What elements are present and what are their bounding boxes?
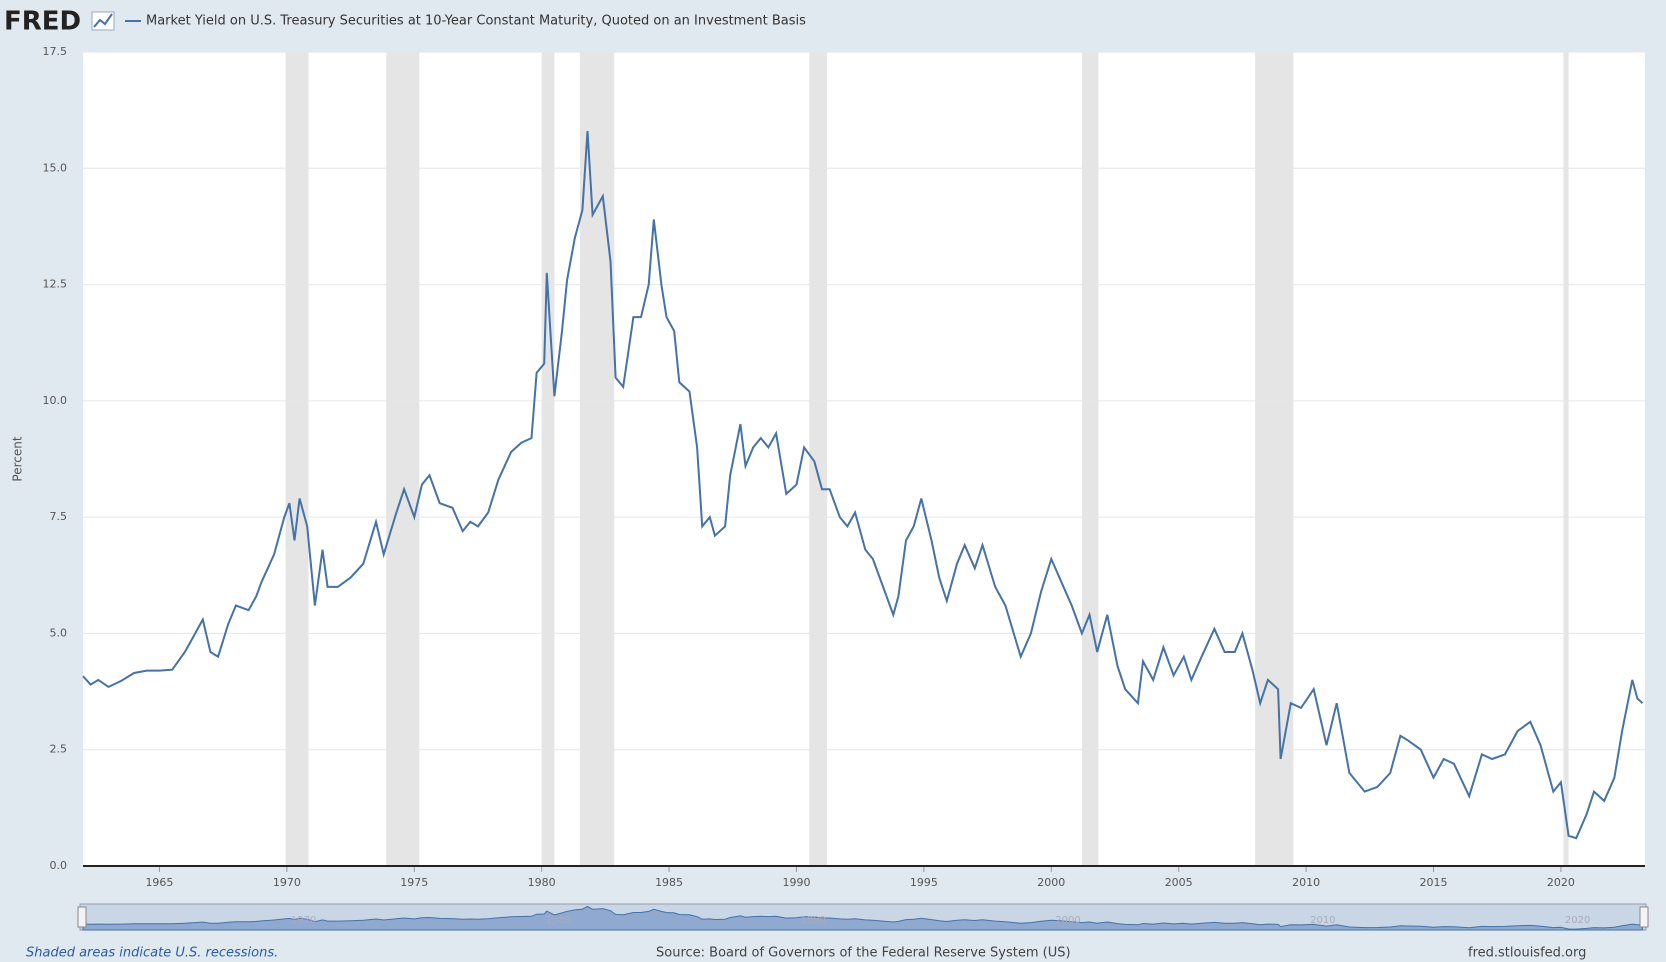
plot-area [83, 52, 1645, 866]
x-tick-label: 1965 [145, 876, 173, 889]
recession-note: Shaded areas indicate U.S. recessions. [26, 946, 278, 961]
y-tick-label: 0.0 [50, 859, 68, 872]
logo-icon [91, 11, 115, 31]
navigator-tick-label: 2020 [1565, 915, 1590, 926]
x-tick-label: 2000 [1037, 876, 1065, 889]
x-tick-label: 1985 [655, 876, 683, 889]
recession-band [579, 52, 615, 866]
x-tick-label: 1970 [273, 876, 301, 889]
series-line [82, 131, 1644, 840]
recession-band [1563, 52, 1569, 866]
source: Source: Board of Governors of the Federa… [656, 946, 1071, 961]
navigator-tick-label: 2010 [1310, 915, 1335, 926]
recession-band [285, 52, 309, 866]
recession-band [386, 52, 420, 866]
y-tick-label: 15.0 [43, 161, 68, 174]
recession-band [541, 52, 555, 866]
navigator-tick-label: 1990 [800, 915, 825, 926]
y-tick-label: 5.0 [50, 626, 68, 639]
y-tick-label: 10.0 [43, 394, 68, 407]
recession-band [1255, 52, 1294, 866]
logo: FRED [4, 7, 81, 37]
y-tick-label: 2.5 [50, 743, 68, 756]
x-tick-label: 1980 [528, 876, 556, 889]
navigator-tick-label: 2000 [1055, 915, 1080, 926]
recession-band [1081, 52, 1099, 866]
x-tick-label: 1990 [782, 876, 810, 889]
x-tick-label: 2005 [1165, 876, 1193, 889]
recession-band [809, 52, 828, 866]
site[interactable]: fred.stlouisfed.org [1468, 946, 1586, 961]
x-tick-label: 2020 [1547, 876, 1575, 889]
navigator-tick-label: 1980 [546, 915, 571, 926]
navigator-tick-label: 1970 [291, 915, 316, 926]
navigator-handle[interactable] [77, 906, 87, 928]
navigator-handle[interactable] [1639, 906, 1649, 928]
navigator-series [82, 905, 1644, 931]
y-tick-label: 7.5 [50, 510, 68, 523]
x-tick-label: 1975 [400, 876, 428, 889]
x-tick-label: 2010 [1292, 876, 1320, 889]
y-axis-label: Percent [11, 436, 25, 481]
y-tick-label: 17.5 [43, 45, 68, 58]
legend-label: Market Yield on U.S. Treasury Securities… [146, 14, 806, 29]
y-tick-label: 12.5 [43, 278, 68, 291]
x-tick-label: 2015 [1420, 876, 1448, 889]
x-tick-label: 1995 [910, 876, 938, 889]
